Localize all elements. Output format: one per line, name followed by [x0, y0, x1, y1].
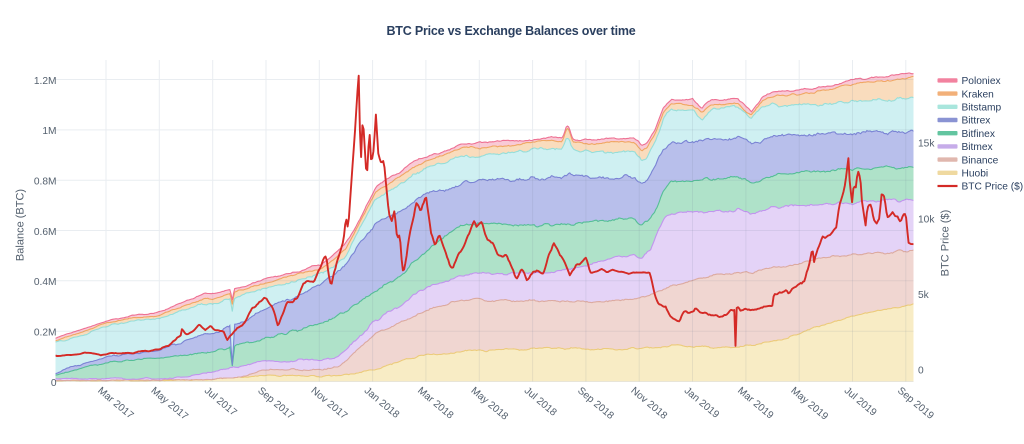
svg-text:BTC Price vs Exchange Balances: BTC Price vs Exchange Balances over time	[386, 24, 635, 38]
svg-text:0.4M: 0.4M	[34, 277, 57, 288]
svg-text:BTC Price ($): BTC Price ($)	[962, 182, 1024, 193]
svg-text:Bittrex: Bittrex	[962, 116, 991, 127]
svg-text:Bitfinex: Bitfinex	[962, 129, 995, 140]
svg-text:Huobi: Huobi	[962, 169, 989, 180]
svg-text:5k: 5k	[918, 290, 930, 301]
svg-text:0: 0	[51, 378, 57, 389]
svg-text:Binance: Binance	[962, 155, 999, 166]
svg-text:0.8M: 0.8M	[34, 177, 57, 188]
svg-text:Bitstamp: Bitstamp	[962, 103, 1002, 114]
svg-text:0.6M: 0.6M	[34, 227, 57, 238]
svg-text:BTC Price ($): BTC Price ($)	[940, 210, 952, 277]
svg-text:Kraken: Kraken	[962, 89, 994, 100]
svg-text:Bitmex: Bitmex	[962, 142, 993, 153]
svg-text:1.2M: 1.2M	[34, 76, 57, 87]
svg-text:15k: 15k	[918, 139, 935, 150]
svg-text:0.2M: 0.2M	[34, 328, 57, 339]
svg-text:Poloniex: Poloniex	[962, 76, 1001, 87]
svg-text:0: 0	[918, 366, 924, 377]
svg-text:Balance (BTC): Balance (BTC)	[15, 189, 27, 261]
svg-text:1M: 1M	[42, 126, 56, 137]
svg-text:10k: 10k	[918, 214, 935, 225]
